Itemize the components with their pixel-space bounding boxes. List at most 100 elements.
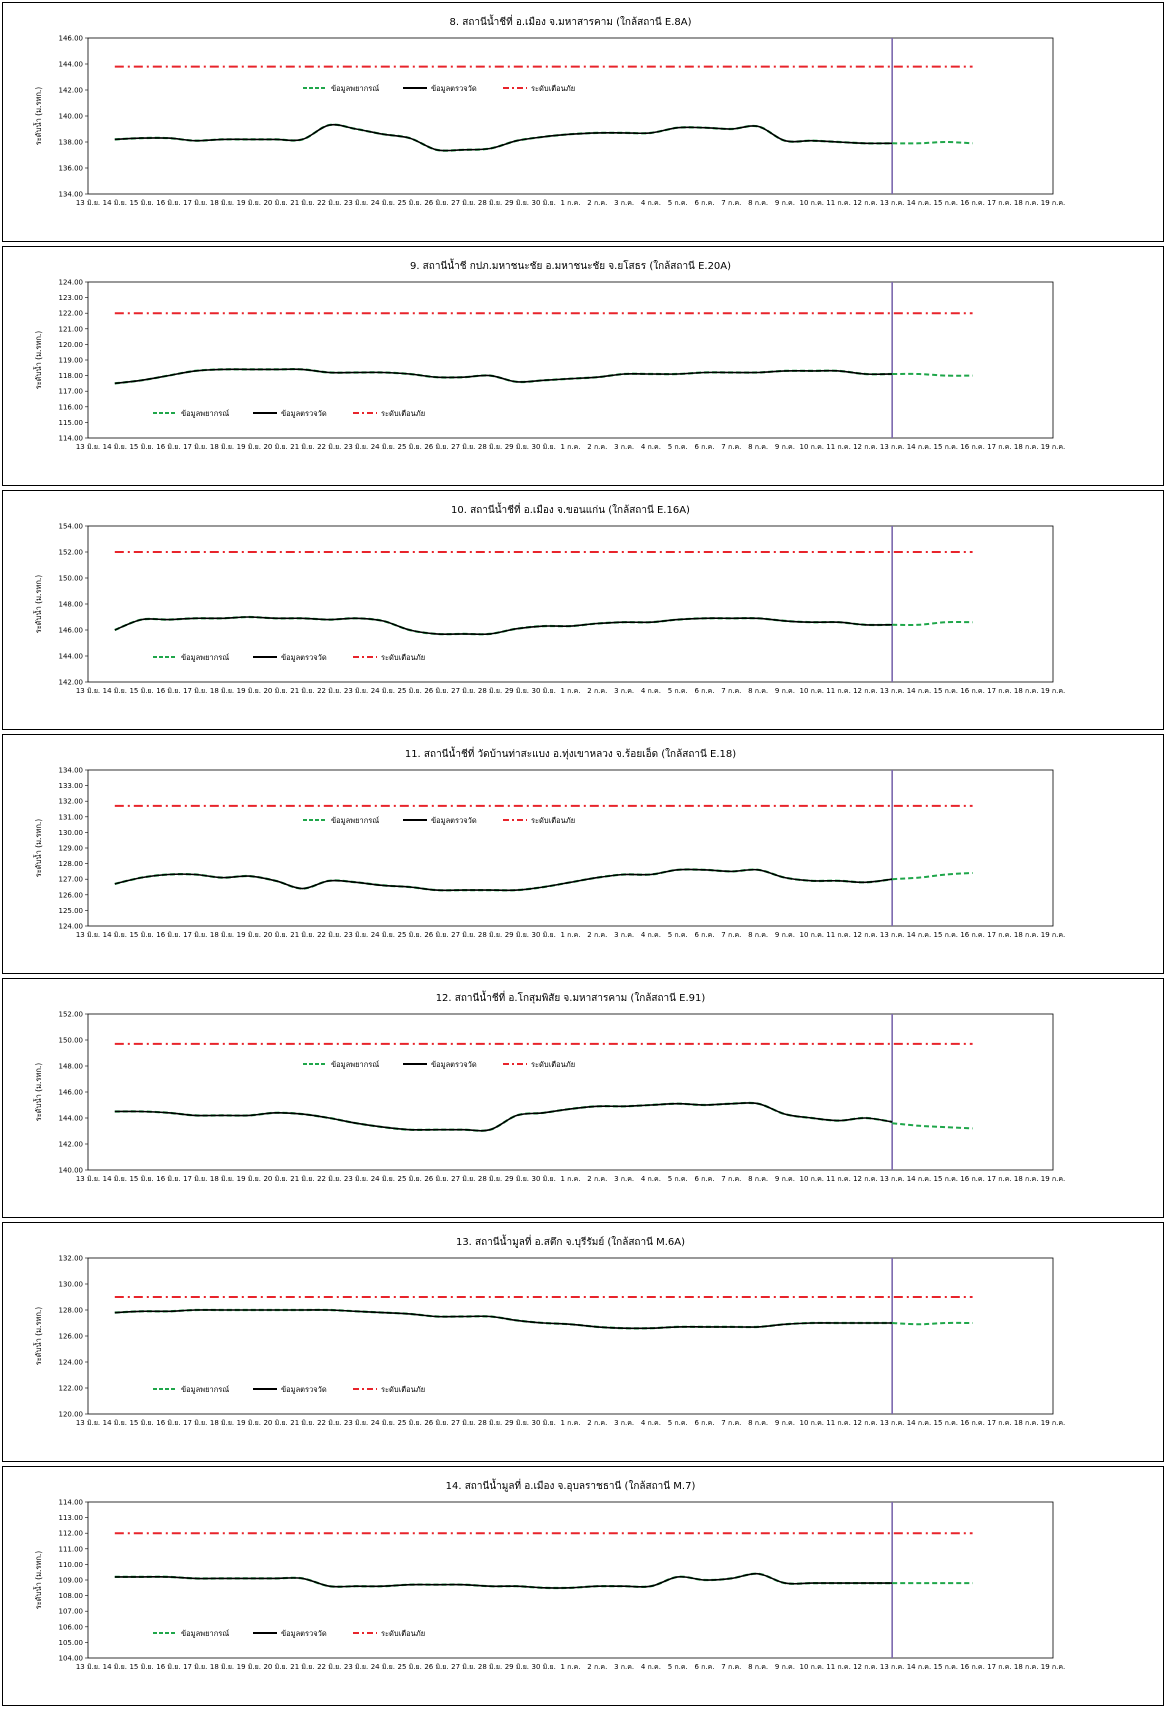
x-tick-label: 3 ก.ค. [614, 1419, 634, 1427]
x-tick-label: 18 มิ.ย. [210, 1175, 234, 1183]
y-axis-label: ระดับน้ำ (ม.รทก.) [33, 1551, 43, 1610]
chart-4: 11. สถานีน้ำชีที่ วัดบ้านท่าสะแบง อ.ทุ่ง… [33, 746, 1065, 939]
x-tick-label: 22 มิ.ย. [317, 199, 341, 207]
x-tick-label: 17 ก.ค. [987, 199, 1012, 207]
x-tick-label: 6 ก.ค. [694, 199, 714, 207]
legend: ข้อมูลพยากรณ์ ข้อมูลตรวจวัด ระดับเตือนภัย [153, 653, 425, 662]
x-tick-label: 5 ก.ค. [668, 1663, 688, 1671]
x-tick-label: 24 มิ.ย. [371, 1419, 395, 1427]
observed-series-line [114, 616, 893, 636]
x-tick-label: 26 มิ.ย. [424, 1419, 448, 1427]
x-tick-label: 14 มิ.ย. [103, 687, 127, 695]
x-tick-label: 22 มิ.ย. [317, 1663, 341, 1671]
x-tick-label: 21 มิ.ย. [290, 687, 314, 695]
legend-warning-label: ระดับเตือนภัย [381, 653, 425, 662]
x-tick-label: 30 มิ.ย. [532, 1419, 556, 1427]
x-tick-label: 21 มิ.ย. [290, 199, 314, 207]
x-tick-label: 27 มิ.ย. [451, 931, 475, 939]
y-tick-label: 124.00 [59, 923, 84, 931]
chart-3: 10. สถานีน้ำชีที่ อ.เมือง จ.ขอนแก่น (ใกล… [33, 502, 1065, 695]
y-tick-label: 128.00 [59, 860, 84, 868]
x-tick-label: 22 มิ.ย. [317, 1175, 341, 1183]
x-tick-label: 6 ก.ค. [694, 1175, 714, 1183]
x-tick-label: 27 มิ.ย. [451, 443, 475, 451]
chart-title: 9. สถานีน้ำชี กปภ.มหาชนะชัย อ.มหาชนะชัย … [410, 258, 731, 272]
x-tick-label: 19 ก.ค. [1041, 1175, 1066, 1183]
x-tick-label: 4 ก.ค. [641, 931, 661, 939]
x-tick-label: 15 ก.ค. [934, 199, 959, 207]
x-tick-label: 13 มิ.ย. [76, 931, 100, 939]
legend-warning-label: ระดับเตือนภัย [381, 1385, 425, 1394]
x-tick-label: 26 มิ.ย. [424, 687, 448, 695]
x-tick-label: 15 มิ.ย. [129, 687, 153, 695]
x-tick-label: 18 ก.ค. [1014, 199, 1039, 207]
chart-panel-4: 11. สถานีน้ำชีที่ วัดบ้านท่าสะแบง อ.ทุ่ง… [2, 734, 1164, 974]
x-tick-label: 1 ก.ค. [560, 443, 580, 451]
x-tick-label: 16 มิ.ย. [156, 199, 180, 207]
x-tick-label: 9 ก.ค. [775, 687, 795, 695]
x-tick-label: 16 ก.ค. [960, 1419, 985, 1427]
y-tick-label: 136.00 [59, 165, 84, 173]
x-tick-label: 9 ก.ค. [775, 931, 795, 939]
y-tick-label: 125.00 [59, 907, 84, 915]
x-tick-label: 10 ก.ค. [799, 1663, 824, 1671]
y-axis-label: ระดับน้ำ (ม.รทก.) [33, 1063, 43, 1122]
legend: ข้อมูลพยากรณ์ ข้อมูลตรวจวัด ระดับเตือนภัย [153, 1385, 425, 1394]
x-tick-label: 29 มิ.ย. [505, 1663, 529, 1671]
x-tick-label: 16 ก.ค. [960, 443, 985, 451]
x-tick-label: 2 ก.ค. [587, 199, 607, 207]
x-tick-label: 23 มิ.ย. [344, 687, 368, 695]
observed-series-line [114, 1572, 893, 1589]
x-tick-label: 7 ก.ค. [721, 443, 741, 451]
y-tick-label: 104.00 [59, 1655, 84, 1663]
x-tick-label: 1 ก.ค. [560, 1663, 580, 1671]
x-tick-label: 18 มิ.ย. [210, 931, 234, 939]
x-tick-label: 17 มิ.ย. [183, 687, 207, 695]
x-tick-label: 19 มิ.ย. [237, 443, 261, 451]
y-tick-label: 150.00 [59, 575, 84, 583]
y-tick-label: 146.00 [59, 1089, 84, 1097]
x-tick-label: 24 มิ.ย. [371, 687, 395, 695]
x-tick-label: 13 มิ.ย. [76, 687, 100, 695]
y-tick-label: 130.00 [59, 829, 84, 837]
x-tick-label: 29 มิ.ย. [505, 199, 529, 207]
x-tick-label: 14 ก.ค. [907, 931, 932, 939]
x-tick-label: 28 มิ.ย. [478, 443, 502, 451]
x-tick-label: 12 ก.ค. [853, 1419, 878, 1427]
x-tick-label: 22 มิ.ย. [317, 1419, 341, 1427]
y-tick-label: 108.00 [59, 1592, 84, 1600]
chart-title: 8. สถานีน้ำชีที่ อ.เมือง จ.มหาสารคาม (ใก… [450, 14, 692, 28]
legend-forecast-label: ข้อมูลพยากรณ์ [331, 84, 379, 93]
forecast-series-line [892, 621, 973, 626]
chart-panel-1: 8. สถานีน้ำชีที่ อ.เมือง จ.มหาสารคาม (ใก… [2, 2, 1164, 242]
y-tick-label: 118.00 [59, 372, 84, 380]
x-tick-label: 8 ก.ค. [748, 1419, 768, 1427]
y-tick-label: 152.00 [59, 549, 84, 557]
x-tick-label: 30 มิ.ย. [532, 931, 556, 939]
x-tick-label: 14 มิ.ย. [103, 1663, 127, 1671]
x-tick-label: 16 ก.ค. [960, 199, 985, 207]
x-tick-label: 15 ก.ค. [934, 931, 959, 939]
chart-title: 12. สถานีน้ำชีที่ อ.โกสุมพิสัย จ.มหาสารค… [436, 990, 706, 1004]
y-tick-label: 134.00 [59, 191, 84, 199]
x-tick-label: 23 มิ.ย. [344, 931, 368, 939]
x-tick-label: 16 ก.ค. [960, 687, 985, 695]
chart-panel-3: 10. สถานีน้ำชีที่ อ.เมือง จ.ขอนแก่น (ใกล… [2, 490, 1164, 730]
x-tick-label: 2 ก.ค. [587, 931, 607, 939]
x-tick-label: 16 มิ.ย. [156, 687, 180, 695]
x-tick-label: 15 ก.ค. [934, 687, 959, 695]
chart-title: 13. สถานีน้ำมูลที่ อ.สตึก จ.บุรีรัมย์ (ใ… [456, 1234, 685, 1248]
x-tick-label: 13 ก.ค. [880, 443, 905, 451]
y-tick-label: 119.00 [59, 357, 84, 365]
x-tick-label: 14 ก.ค. [907, 1663, 932, 1671]
x-tick-label: 2 ก.ค. [587, 687, 607, 695]
legend-warning-label: ระดับเตือนภัย [531, 1060, 575, 1069]
x-tick-label: 3 ก.ค. [614, 443, 634, 451]
x-tick-label: 12 ก.ค. [853, 443, 878, 451]
x-tick-label: 23 มิ.ย. [344, 443, 368, 451]
x-tick-label: 18 มิ.ย. [210, 1419, 234, 1427]
y-tick-label: 144.00 [59, 653, 84, 661]
x-tick-label: 8 ก.ค. [748, 443, 768, 451]
x-tick-label: 8 ก.ค. [748, 931, 768, 939]
y-tick-label: 144.00 [59, 61, 84, 69]
